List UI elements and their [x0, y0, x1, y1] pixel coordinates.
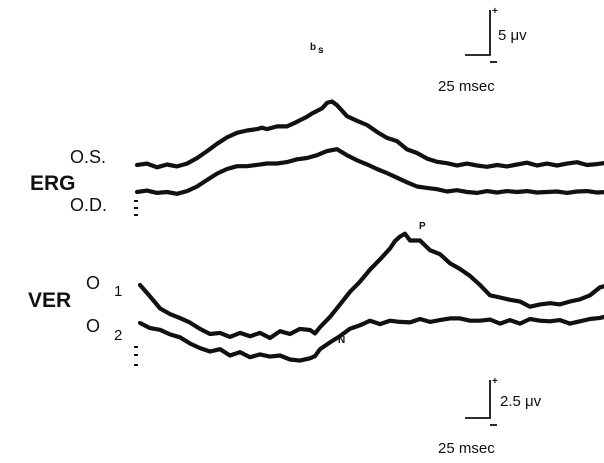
trace-o2	[137, 314, 604, 363]
erg-scale-bar-lines	[465, 10, 491, 56]
ver-o2-subscript: 2	[114, 327, 122, 344]
waveform-traces	[134, 99, 604, 366]
erg-peak-b-label: b	[310, 42, 316, 53]
trace-o1	[137, 231, 604, 341]
erg-scale-bar: +	[465, 6, 498, 63]
erg-x-scale-label: 25 msec	[438, 78, 495, 95]
ver-scale-bar: +	[465, 376, 498, 426]
ver-peak-n-label: N	[338, 335, 345, 346]
trace-o-d	[134, 147, 604, 196]
ver-scale-bar-lines	[465, 380, 491, 419]
ver-x-scale-label: 25 msec	[438, 440, 495, 457]
erg-peak-b-subscript: s	[318, 45, 324, 56]
ver-o2-label: O	[86, 316, 100, 336]
erg-group-label: ERG	[30, 172, 76, 195]
ver-peak-p-label: P	[419, 221, 426, 232]
erg-od-label: O.D.	[70, 195, 107, 215]
erg-y-scale-label: 5 μv	[498, 27, 527, 44]
trace-o-s	[134, 99, 604, 170]
ver-group-label: VER	[28, 289, 71, 312]
ver-o1-subscript: 1	[114, 283, 122, 300]
erg-os-label: O.S.	[70, 147, 106, 167]
erg-scale-plus-sign: +	[492, 6, 498, 17]
ver-o1-label: O	[86, 273, 100, 293]
ver-y-scale-label: 2.5 μv	[500, 393, 542, 410]
ver-scale-plus-sign: +	[492, 376, 498, 387]
